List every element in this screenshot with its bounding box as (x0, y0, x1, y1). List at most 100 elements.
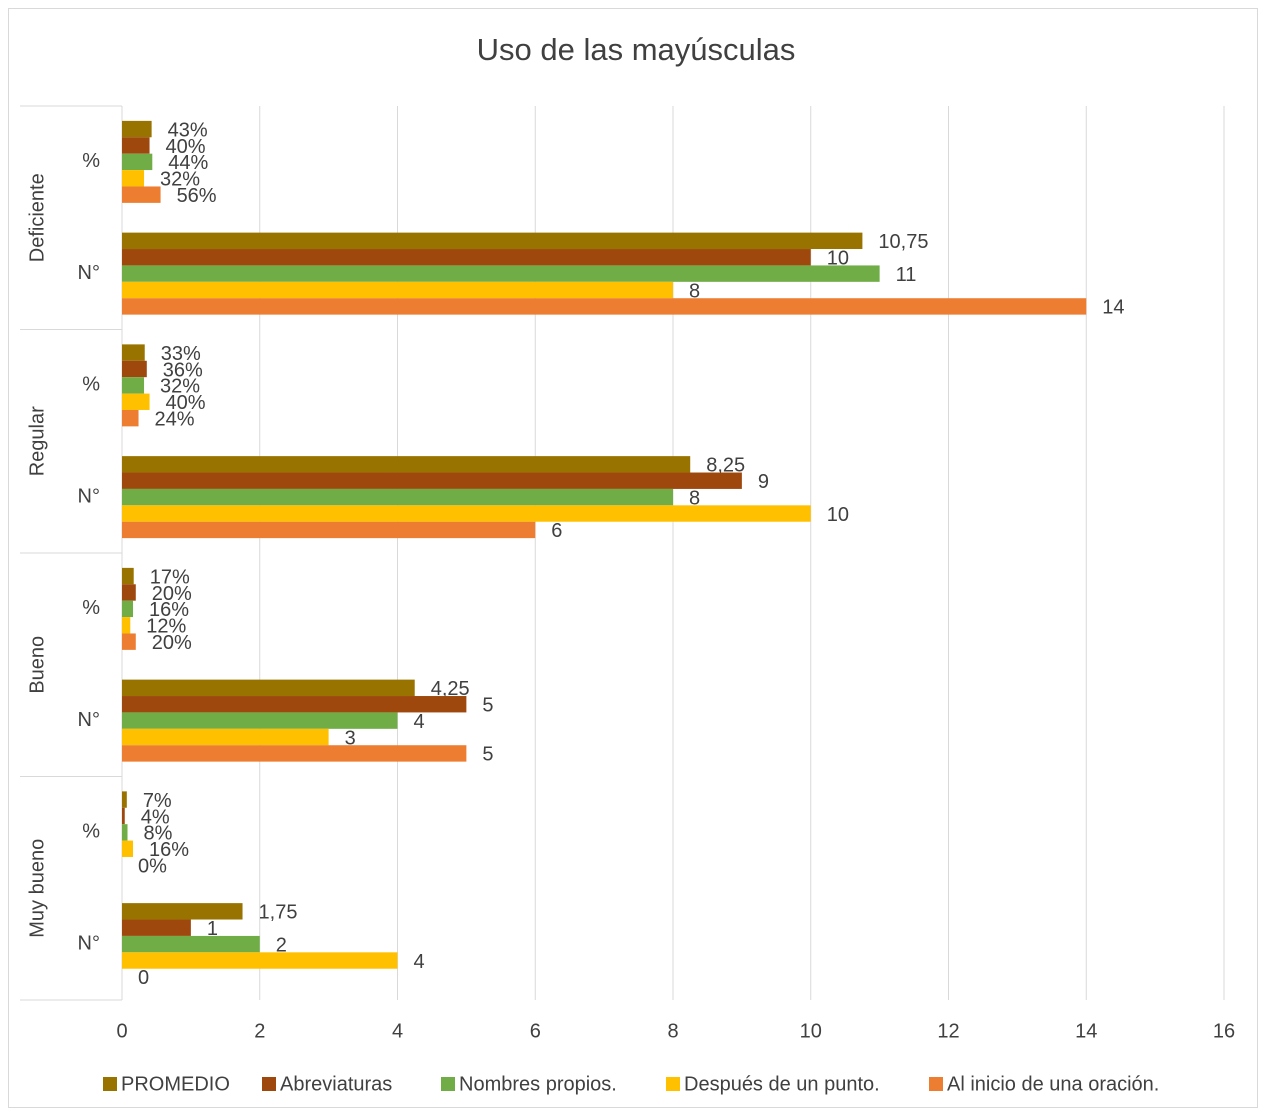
legend-swatch (666, 1077, 680, 1091)
bar (122, 265, 880, 282)
data-label: 8% (144, 823, 173, 845)
data-label: 4 (414, 711, 425, 733)
data-label: 20% (152, 583, 192, 605)
bar (122, 745, 467, 762)
legend-label: Al inicio de una oración. (947, 1073, 1159, 1095)
legend-label: Abreviaturas (280, 1073, 392, 1095)
bar (122, 281, 673, 299)
data-label: 40% (166, 392, 206, 414)
x-tick-label: 0 (116, 1020, 127, 1042)
group-label: Regular (26, 406, 48, 476)
bar (122, 137, 150, 154)
bar (122, 633, 136, 650)
bar (122, 712, 398, 729)
y-tick-label: % (82, 374, 100, 396)
x-tick-label: 4 (392, 1020, 403, 1042)
data-label: 17% (150, 566, 190, 588)
bar (122, 488, 673, 506)
data-label: 8 (689, 280, 700, 302)
bar (122, 807, 125, 825)
legend-swatch (103, 1077, 117, 1091)
data-label: 1,75 (259, 902, 298, 924)
data-label: 8,25 (706, 455, 745, 477)
data-label: 5 (482, 744, 493, 766)
legend-swatch (929, 1077, 943, 1091)
chart-title: Uso de las mayúsculas (477, 32, 796, 67)
bar (122, 696, 467, 713)
group-label: Deficiente (26, 173, 48, 262)
data-label: 0 (138, 967, 149, 989)
data-label: 16% (149, 599, 189, 621)
data-label: 6 (551, 520, 562, 542)
data-label: 10,75 (878, 231, 928, 253)
bar (122, 584, 136, 601)
y-tick-label: N° (78, 262, 100, 284)
bar (122, 840, 134, 857)
data-label: 4 (414, 951, 425, 973)
legend-label: Nombres propios. (459, 1073, 617, 1095)
x-tick-label: 6 (530, 1020, 541, 1042)
bar (122, 360, 147, 378)
data-label: 4% (141, 806, 170, 828)
data-label: 7% (143, 790, 172, 812)
data-label: 8 (689, 487, 700, 509)
data-label: 24% (155, 408, 195, 430)
legend-swatch (441, 1077, 455, 1091)
group-label: Bueno (26, 636, 48, 694)
data-label: 5 (482, 695, 493, 717)
data-label: 10 (827, 504, 849, 526)
data-label: 56% (177, 185, 217, 207)
data-label: 33% (161, 343, 201, 365)
bar (122, 393, 150, 410)
bar (122, 153, 153, 171)
bar (122, 791, 127, 808)
bar (122, 120, 152, 138)
data-label: 9 (758, 471, 769, 493)
bar (122, 600, 134, 618)
data-label: 12% (146, 616, 186, 638)
data-label: 4,25 (431, 678, 470, 700)
x-tick-label: 12 (937, 1020, 959, 1042)
legend-swatch (262, 1077, 276, 1091)
x-tick-label: 8 (667, 1020, 678, 1042)
bar (122, 186, 161, 203)
bar (122, 567, 134, 585)
bar (122, 919, 191, 936)
bar (122, 521, 536, 539)
bar (122, 679, 415, 697)
bar (122, 170, 145, 187)
y-tick-label: N° (78, 709, 100, 731)
bar (122, 472, 742, 489)
bar (122, 935, 260, 953)
bar (122, 728, 329, 746)
data-label: 40% (166, 136, 206, 158)
chart-border (8, 8, 1258, 1108)
group-label: Muy bueno (26, 839, 48, 938)
bar (122, 617, 131, 634)
data-label: 1 (207, 918, 218, 940)
x-tick-label: 10 (800, 1020, 822, 1042)
bar (122, 505, 811, 522)
y-tick-label: % (82, 821, 100, 843)
data-label: 2 (276, 934, 287, 956)
data-label: 36% (163, 359, 203, 381)
legend-label: Después de un punto. (684, 1073, 880, 1095)
data-label: 10 (827, 248, 849, 270)
y-tick-label: N° (78, 485, 100, 507)
y-tick-label: % (82, 150, 100, 172)
data-label: 14 (1102, 297, 1124, 319)
bar (122, 409, 139, 427)
bar (122, 824, 128, 841)
bar (122, 456, 691, 473)
x-tick-label: 14 (1075, 1020, 1097, 1042)
bar (122, 344, 145, 361)
bar (122, 298, 1087, 315)
data-label: 0% (138, 855, 167, 877)
data-label: 11 (896, 264, 917, 286)
x-tick-label: 2 (254, 1020, 265, 1042)
data-label: 32% (160, 169, 200, 191)
data-label: 32% (160, 376, 200, 398)
data-label: 3 (345, 727, 356, 749)
x-tick-label: 16 (1213, 1020, 1235, 1042)
